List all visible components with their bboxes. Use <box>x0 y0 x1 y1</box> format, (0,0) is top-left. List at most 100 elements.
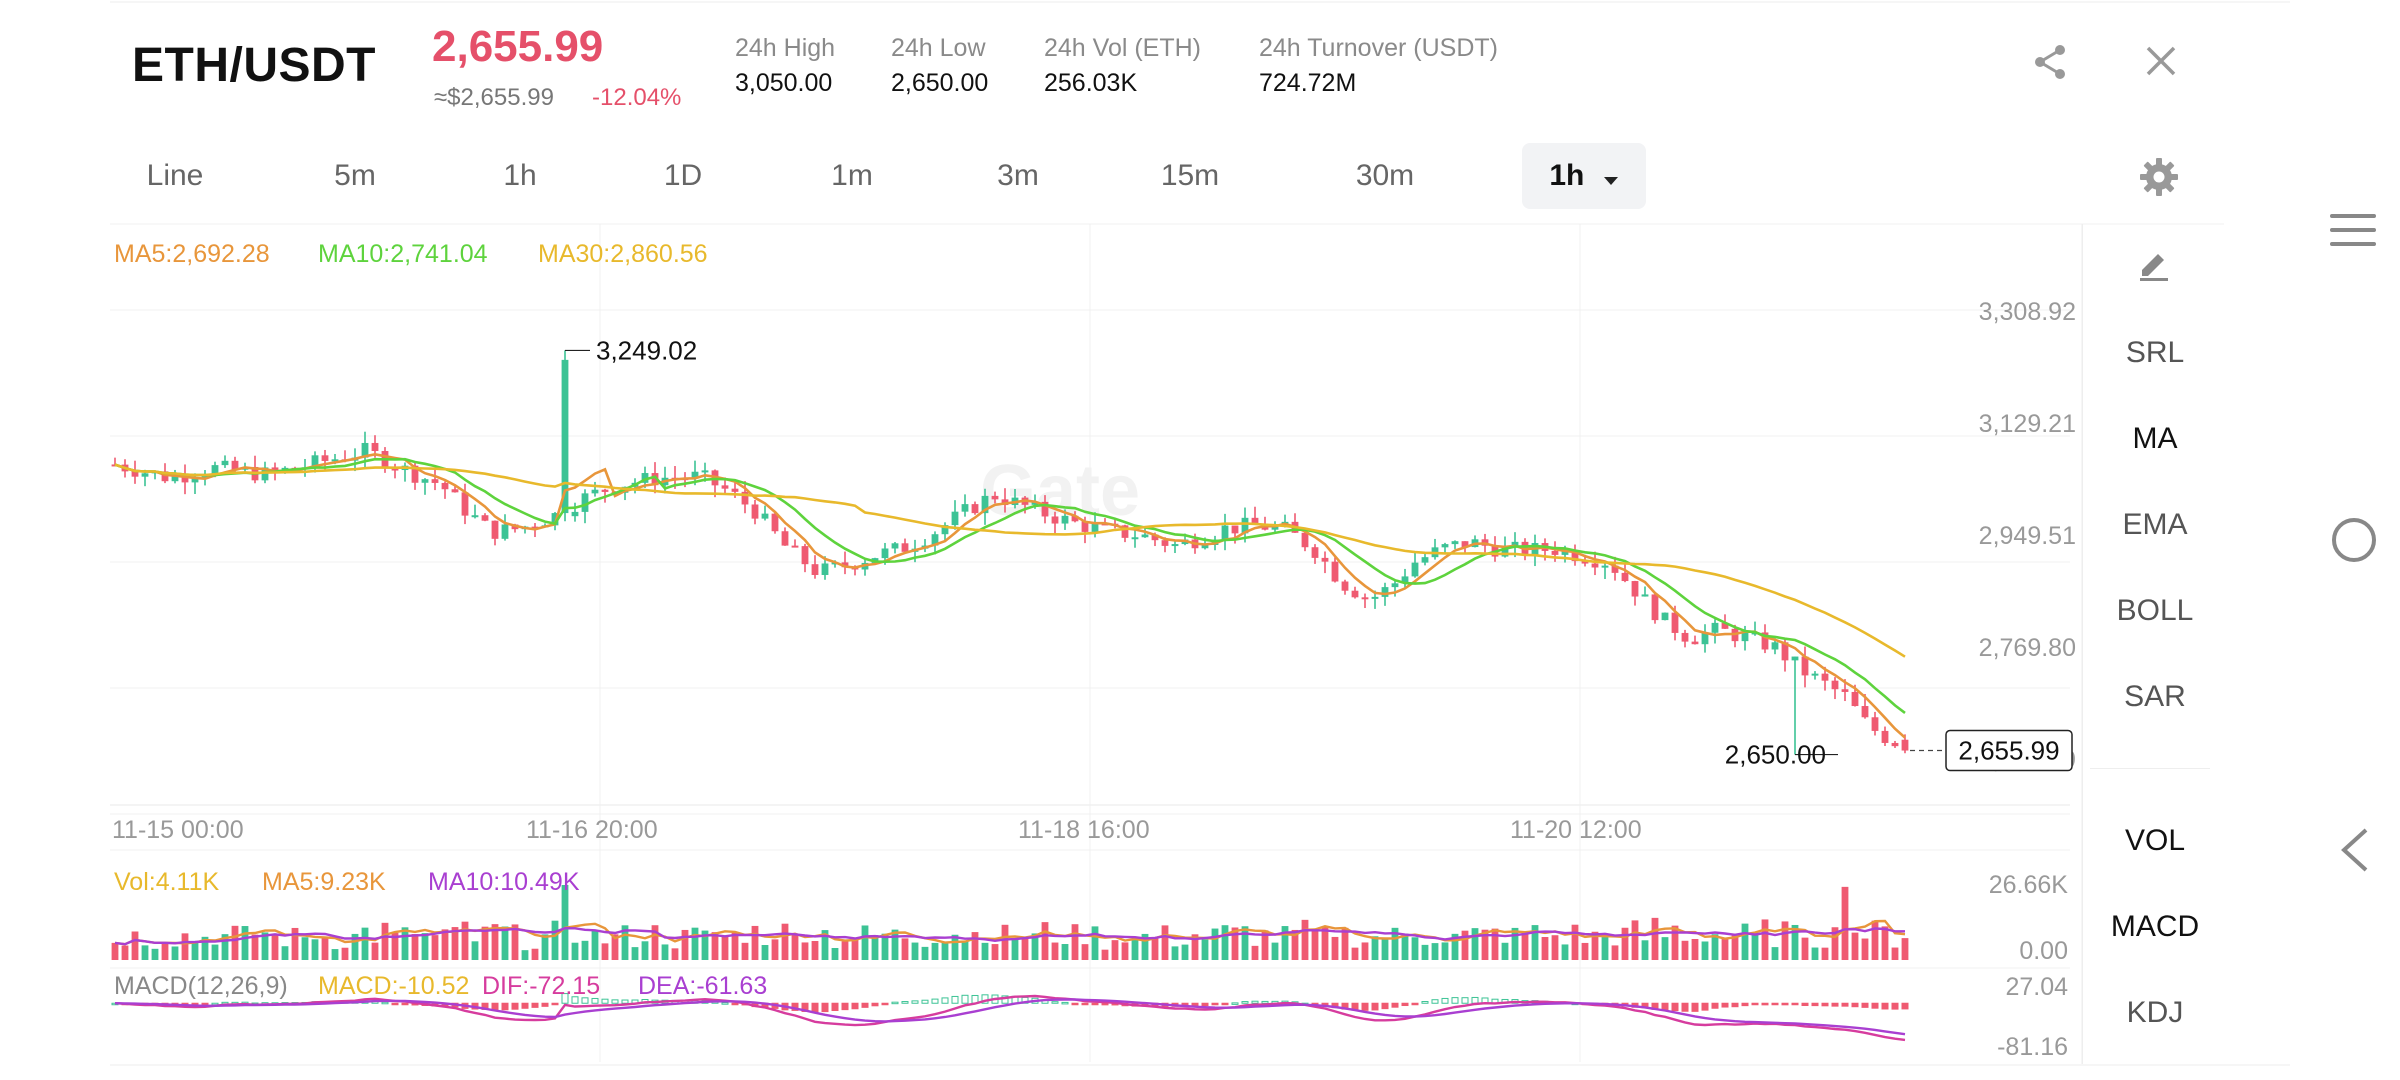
candle-body <box>881 548 889 559</box>
candle-body <box>1061 515 1069 524</box>
candle-body <box>1771 642 1779 650</box>
volume-bar <box>1551 935 1559 960</box>
overlay-boll[interactable]: BOLL <box>2116 594 2194 627</box>
tab-interval-dropdown[interactable]: 1h <box>1522 143 1646 209</box>
volume-bar <box>1771 947 1779 960</box>
tab-5m[interactable]: 5m <box>334 159 376 192</box>
close-icon[interactable] <box>2142 42 2180 85</box>
candle-body <box>1601 565 1609 568</box>
candle-body <box>271 467 279 472</box>
candle-body <box>1891 742 1899 747</box>
macd-histogram-bar <box>951 995 959 1004</box>
volume-bar <box>1251 945 1259 960</box>
hamburger-icon[interactable] <box>2328 210 2378 255</box>
volume-bar <box>131 931 139 960</box>
volume-bar <box>1701 941 1709 960</box>
overlay-srl[interactable]: SRL <box>2125 336 2185 369</box>
tab-line[interactable]: Line <box>146 159 204 192</box>
tab-30m[interactable]: 30m <box>1355 159 1415 192</box>
home-circle-icon[interactable] <box>2330 516 2378 569</box>
candle-body <box>1311 547 1319 558</box>
macd-histogram-bar <box>1251 1000 1259 1004</box>
tab-1h[interactable]: 1h <box>503 159 537 192</box>
time-tick: 11-18 16:00 <box>1018 816 1150 844</box>
volume-bar <box>1331 936 1339 960</box>
macd-histogram-bar <box>1691 1002 1699 1012</box>
candle-body <box>1821 673 1829 681</box>
tab-1m[interactable]: 1m <box>831 159 873 192</box>
volume-bar <box>701 930 709 960</box>
macd-histogram-bar <box>1421 1001 1429 1004</box>
volume-bar <box>1591 931 1599 960</box>
volume-bar <box>1891 947 1899 960</box>
pencil-icon[interactable] <box>2136 246 2172 287</box>
volume-bar <box>431 935 439 960</box>
volume-bar <box>1511 927 1519 960</box>
volume-tick: 0.00 <box>2019 937 2068 965</box>
indicator-macd[interactable]: MACD <box>2110 910 2200 943</box>
time-tick: 11-20 12:00 <box>1510 816 1642 844</box>
indicator-kdj[interactable]: KDJ <box>2126 996 2184 1029</box>
volume-bar <box>401 927 409 960</box>
tab-3m[interactable]: 3m <box>997 159 1039 192</box>
interval-tabs: Line 5m 1h 1D 1m 3m 15m 30m 1h <box>110 143 1670 211</box>
macd-histogram-bar <box>1881 1002 1889 1010</box>
candle-body <box>1611 565 1619 573</box>
back-chevron-icon[interactable] <box>2336 826 2372 879</box>
price-usd: ≈$2,655.99 <box>434 84 554 111</box>
candle-body <box>231 460 239 470</box>
overlay-ma[interactable]: MA <box>2132 422 2178 455</box>
volume-bar <box>121 945 129 960</box>
candle-body <box>1041 501 1049 517</box>
volume-bar <box>451 927 459 960</box>
macd-histogram-bar <box>561 993 569 1004</box>
stat-value: 724.72M <box>1259 69 1357 97</box>
volume-bar <box>641 941 649 960</box>
stat-value: 256.03K <box>1044 69 1138 97</box>
candle-body <box>441 482 449 490</box>
volume-bar <box>1351 947 1359 960</box>
volume-bar <box>1681 940 1689 960</box>
candle-body <box>1241 517 1249 534</box>
volume-bar <box>941 942 949 960</box>
ma-legend-item: MA10:2,741.04 <box>318 240 488 268</box>
volume-bar <box>1731 933 1739 960</box>
volume-bar <box>961 940 969 960</box>
overlay-sar[interactable]: SAR <box>2124 680 2186 713</box>
side-tools-panel <box>2082 224 2225 1064</box>
tab-15m[interactable]: 15m <box>1160 159 1220 192</box>
candle-body <box>1861 706 1869 718</box>
volume-bar <box>1901 938 1909 960</box>
candle-body <box>1161 540 1169 546</box>
macd-histogram-bar <box>1441 997 1449 1004</box>
volume-bar <box>1041 922 1049 960</box>
vol-ma10-line <box>114 926 1905 946</box>
macd-histogram-bar <box>1211 1002 1219 1006</box>
candle-body <box>391 468 399 471</box>
candle-body <box>1631 581 1639 597</box>
volume-bar <box>211 944 219 960</box>
gear-icon[interactable] <box>2138 156 2180 203</box>
macd-tick: -81.16 <box>1997 1033 2068 1061</box>
candle-body <box>651 473 659 486</box>
candle-body <box>421 479 429 483</box>
candle-body <box>1451 541 1459 545</box>
share-icon[interactable] <box>2030 42 2070 87</box>
volume-legend-item: MA5:9.23K <box>262 868 386 896</box>
volume-bar <box>181 933 189 960</box>
macd-histogram-bar <box>1261 1000 1269 1004</box>
candle-body <box>1361 597 1369 600</box>
indicator-vol[interactable]: VOL <box>2124 824 2186 857</box>
overlay-ema[interactable]: EMA <box>2122 508 2188 541</box>
ma-legend-item: MA30:2,860.56 <box>538 240 708 268</box>
candle-body <box>141 473 149 477</box>
volume-bar <box>891 929 899 960</box>
volume-bar <box>1721 938 1729 960</box>
macd-histogram-bar <box>401 1002 409 1006</box>
volume-bar <box>581 940 589 960</box>
max-price-label: 3,249.02 <box>596 335 697 365</box>
candle-body <box>1761 632 1769 650</box>
tab-1d[interactable]: 1D <box>663 159 703 192</box>
candle-body <box>1171 544 1179 547</box>
